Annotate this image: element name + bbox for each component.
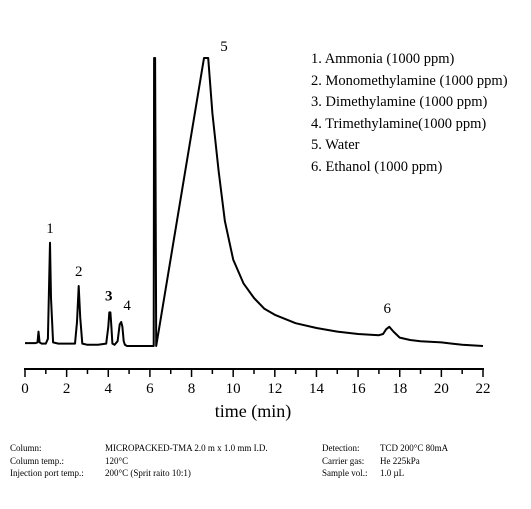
- legend-item-monomethylamine: 2. Monomethylamine (1000 ppm): [311, 72, 508, 89]
- condition-value: 200°C (Sprit raito 10:1): [105, 468, 191, 478]
- condition-label: Detection:: [322, 443, 360, 453]
- x-tick-label: 12: [267, 381, 282, 397]
- x-axis-title: time (min): [215, 401, 291, 422]
- x-tick-label: 4: [105, 381, 113, 397]
- x-tick-label: 10: [226, 381, 241, 397]
- peak-label-6: 6: [383, 301, 391, 317]
- x-tick-label: 8: [188, 381, 196, 397]
- peak-label-5: 5: [220, 39, 228, 55]
- x-tick-label: 20: [434, 381, 449, 397]
- peak-label-3: 3: [105, 288, 113, 304]
- legend-item-trimethylamine: 4. Trimethylamine(1000 ppm): [311, 115, 487, 132]
- legend-item-water: 5. Water: [311, 137, 360, 153]
- condition-label: Column temp.:: [10, 455, 64, 466]
- x-tick-label: 18: [392, 381, 407, 397]
- legend: 1. Ammonia (1000 ppm) 2. Monomethylamine…: [311, 49, 508, 178]
- peak-label-2: 2: [75, 264, 83, 280]
- condition-label: Carrier gas:: [322, 455, 365, 466]
- condition-value: He 225kPa: [380, 455, 420, 466]
- legend-item-dimethylamine: 3. Dimethylamine (1000 ppm): [311, 94, 488, 110]
- condition-label: Column:: [10, 443, 42, 453]
- x-tick-label: 22: [476, 381, 491, 397]
- legend-item-ammonia: 1. Ammonia (1000 ppm): [311, 51, 455, 67]
- condition-label: Injection port temp.:: [10, 468, 84, 478]
- x-tick-label: 16: [351, 381, 367, 397]
- x-axis: 0 2 4 6 8 10 12 14 16 18 20 22: [21, 368, 491, 397]
- condition-value: TCD 200°C 80mA: [380, 443, 449, 453]
- condition-label: Sample vol.:: [322, 468, 368, 478]
- chromatogram-trace: [25, 57, 484, 347]
- peak-label-1: 1: [46, 221, 54, 237]
- x-tick-label: 2: [63, 381, 71, 397]
- condition-value: 120°C: [105, 455, 129, 466]
- legend-item-ethanol: 6. Ethanol (1000 ppm): [311, 158, 443, 175]
- condition-value: 1.0 µL: [380, 468, 405, 478]
- trace-layer: [25, 57, 484, 347]
- peak-label-layer: 1 2 34 5 6: [46, 39, 391, 317]
- x-tick-label: 6: [146, 381, 154, 397]
- peak-label-4: 4: [123, 298, 131, 314]
- x-tick-label: 0: [21, 381, 29, 397]
- condition-value: MICROPACKED-TMA 2.0 m x 1.0 mm I.D.: [105, 443, 268, 453]
- x-tick-label: 14: [309, 381, 325, 397]
